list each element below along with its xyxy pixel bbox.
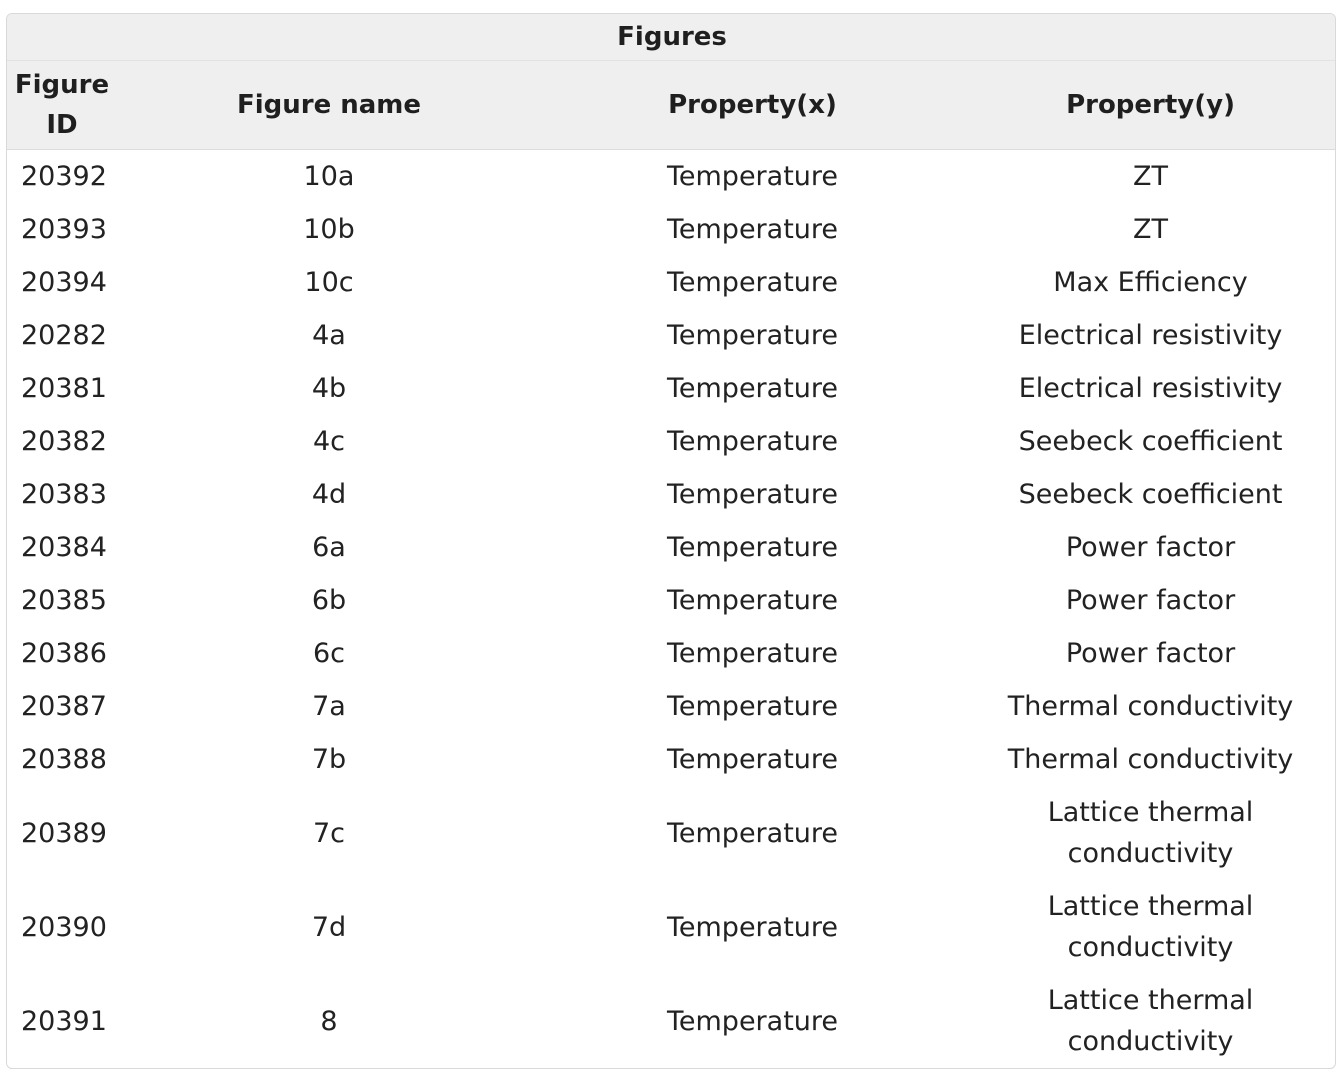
cell-figure-id: 20388	[21, 744, 107, 775]
cell-property-y: Power factor	[1065, 585, 1236, 616]
cell-figure-name: 7d	[311, 911, 347, 943]
cell-property-y: Power factor	[1065, 532, 1236, 563]
cell-figure-id: 20381	[21, 373, 107, 404]
cell-figure-id: 20282	[21, 320, 107, 351]
cell-figure-id: 20385	[21, 585, 107, 616]
cell-figure-name: 8	[320, 1005, 338, 1037]
table-row: 20394 10c Temperature Max Efficiency	[7, 256, 1335, 309]
table-row: 20391 8 Temperature Lattice thermal cond…	[7, 974, 1335, 1068]
cell-figure-id: 20384	[21, 532, 107, 563]
cell-figure-name: 7c	[312, 817, 346, 849]
cell-property-x: Temperature	[666, 320, 839, 351]
column-header-figure-name: Figure name	[117, 60, 541, 150]
cell-property-y: ZT	[1133, 214, 1169, 245]
table-row: 20381 4b Temperature Electrical resistiv…	[7, 362, 1335, 415]
cell-figure-id: 20383	[21, 479, 107, 510]
cell-property-x: Temperature	[666, 426, 839, 457]
cell-figure-name: 7a	[312, 691, 346, 722]
table-row: 20388 7b Temperature Thermal conductivit…	[7, 733, 1335, 786]
table-body: 20392 10a Temperature ZT 20393 10b Tempe…	[7, 150, 1335, 1069]
table-title: Figures	[7, 14, 1335, 61]
cell-figure-id: 20392	[21, 161, 107, 192]
cell-figure-id: 20393	[21, 214, 107, 245]
cell-figure-name: 10b	[303, 214, 355, 245]
cell-figure-id: 20390	[21, 911, 107, 943]
cell-figure-name: 6a	[312, 532, 346, 563]
cell-property-x: Temperature	[666, 267, 839, 298]
cell-property-y: Lattice thermal conductivity	[1047, 891, 1254, 963]
table-caption-row: Figures	[7, 14, 1335, 61]
cell-figure-name: 10a	[303, 161, 355, 192]
column-header-figure-id: Figure ID	[7, 60, 117, 150]
cell-figure-id: 20389	[21, 817, 107, 849]
table-row: 20382 4c Temperature Seebeck coefficient	[7, 415, 1335, 468]
cell-property-x: Temperature	[666, 585, 839, 616]
cell-property-x: Temperature	[666, 638, 839, 669]
cell-figure-name: 4a	[312, 320, 346, 351]
cell-property-x: Temperature	[666, 1005, 839, 1037]
cell-property-y: Thermal conductivity	[1007, 691, 1294, 722]
cell-property-y: Electrical resistivity	[1018, 373, 1283, 404]
cell-property-x: Temperature	[666, 911, 839, 943]
figures-table-container: Figures Figure ID Figure name Property(x…	[6, 13, 1336, 1069]
cell-property-x: Temperature	[666, 532, 839, 563]
cell-property-y: Lattice thermal conductivity	[1047, 797, 1254, 869]
cell-property-y: Seebeck coefficient	[1018, 426, 1283, 457]
cell-property-y: Electrical resistivity	[1018, 320, 1283, 351]
cell-property-y: Thermal conductivity	[1007, 744, 1294, 775]
table-row: 20387 7a Temperature Thermal conductivit…	[7, 680, 1335, 733]
cell-figure-name: 10c	[304, 267, 354, 298]
cell-figure-id: 20382	[21, 426, 107, 457]
table-row: 20386 6c Temperature Power factor	[7, 627, 1335, 680]
column-header-property-x: Property(x)	[541, 60, 964, 150]
cell-property-x: Temperature	[666, 817, 839, 849]
cell-figure-name: 4d	[311, 479, 347, 510]
table-row: 20389 7c Temperature Lattice thermal con…	[7, 786, 1335, 880]
cell-figure-name: 6c	[312, 638, 346, 669]
table-row: 20392 10a Temperature ZT	[7, 150, 1335, 204]
cell-figure-name: 4b	[311, 373, 347, 404]
cell-property-y: Max Efficiency	[1053, 267, 1248, 298]
table-row: 20393 10b Temperature ZT	[7, 203, 1335, 256]
cell-figure-id: 20387	[21, 691, 107, 722]
figures-table: Figures Figure ID Figure name Property(x…	[7, 14, 1335, 1069]
cell-figure-id: 20391	[21, 1005, 107, 1037]
table-row: 20282 4a Temperature Electrical resistiv…	[7, 309, 1335, 362]
cell-property-y: Seebeck coefficient	[1018, 479, 1283, 510]
cell-figure-name: 4c	[312, 426, 346, 457]
cell-property-x: Temperature	[666, 373, 839, 404]
table-row: 20390 7d Temperature Lattice thermal con…	[7, 880, 1335, 974]
cell-property-x: Temperature	[666, 691, 839, 722]
table-row: 20385 6b Temperature Power factor	[7, 574, 1335, 627]
cell-figure-name: 6b	[311, 585, 347, 616]
table-header-row: Figure ID Figure name Property(x) Proper…	[7, 60, 1335, 150]
cell-figure-id: 20386	[21, 638, 107, 669]
cell-property-x: Temperature	[666, 479, 839, 510]
cell-property-x: Temperature	[666, 744, 839, 775]
cell-figure-id: 20394	[21, 267, 107, 298]
cell-property-y: ZT	[1133, 161, 1169, 192]
table-row: 20383 4d Temperature Seebeck coefficient	[7, 468, 1335, 521]
column-header-property-y: Property(y)	[964, 60, 1335, 150]
cell-property-x: Temperature	[666, 161, 839, 192]
cell-property-y: Power factor	[1065, 638, 1236, 669]
cell-property-y: Lattice thermal conductivity	[1047, 985, 1254, 1057]
cell-figure-name: 7b	[311, 744, 347, 775]
cell-property-x: Temperature	[666, 214, 839, 245]
table-row: 20384 6a Temperature Power factor	[7, 521, 1335, 574]
